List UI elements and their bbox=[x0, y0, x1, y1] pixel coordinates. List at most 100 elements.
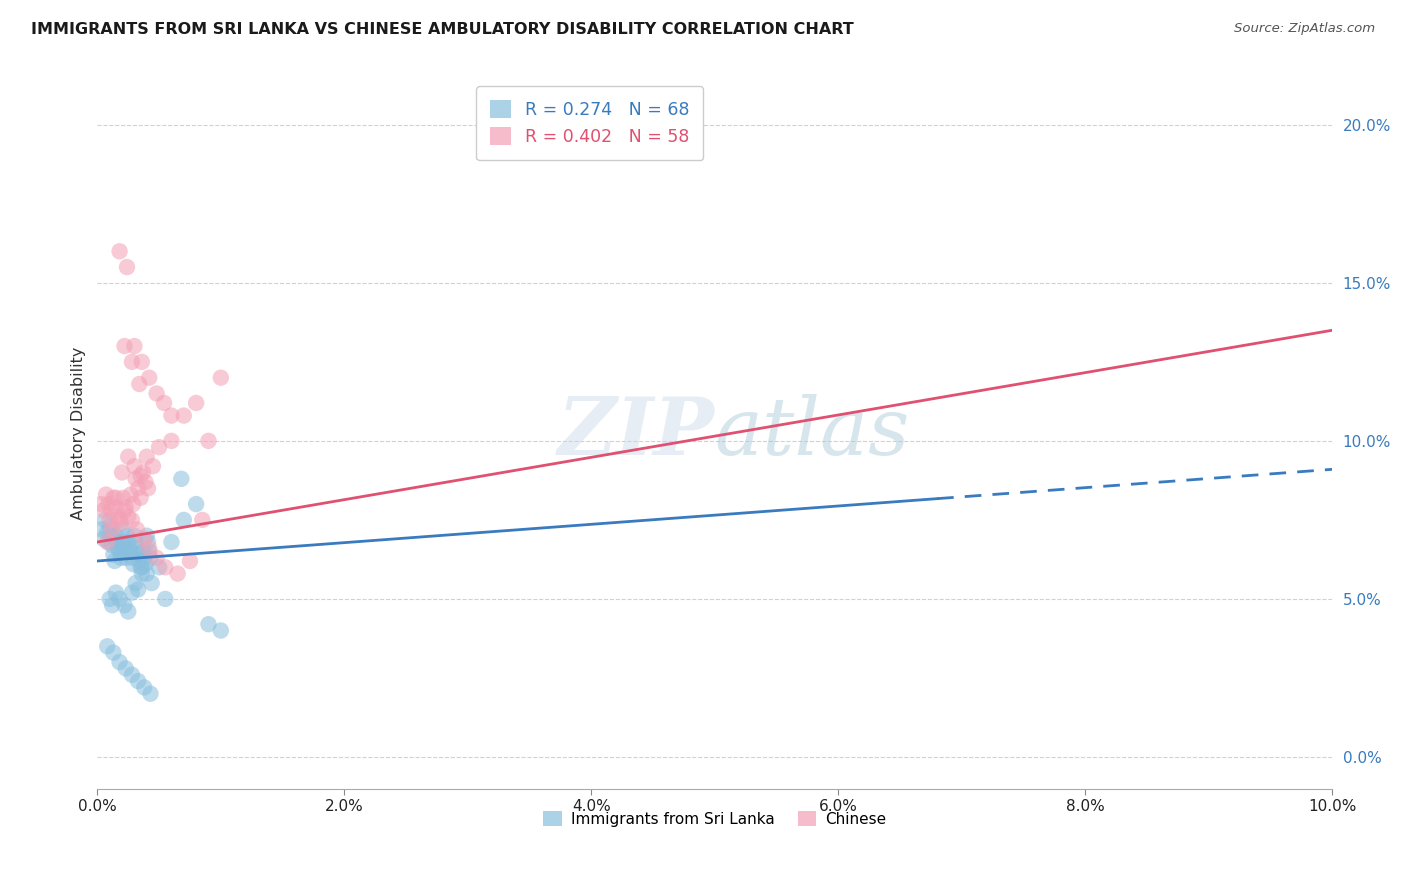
Point bbox=[129, 468, 152, 483]
Point bbox=[108, 244, 131, 259]
Point bbox=[166, 566, 188, 581]
Point bbox=[100, 503, 122, 517]
Point bbox=[131, 560, 153, 574]
Point bbox=[114, 500, 136, 515]
Point bbox=[124, 472, 146, 486]
Point bbox=[134, 681, 156, 695]
Point bbox=[108, 544, 131, 558]
Point bbox=[103, 548, 125, 562]
Point bbox=[121, 513, 143, 527]
Point bbox=[155, 560, 177, 574]
Point bbox=[127, 481, 149, 495]
Point bbox=[104, 554, 127, 568]
Point bbox=[114, 339, 136, 353]
Point bbox=[127, 582, 149, 597]
Point bbox=[124, 529, 146, 543]
Point bbox=[209, 370, 232, 384]
Point bbox=[90, 522, 112, 536]
Point bbox=[93, 503, 115, 517]
Point bbox=[122, 497, 145, 511]
Point bbox=[93, 532, 115, 546]
Point bbox=[101, 522, 124, 536]
Point bbox=[160, 434, 183, 448]
Point bbox=[112, 491, 135, 505]
Point bbox=[139, 687, 162, 701]
Point bbox=[142, 459, 165, 474]
Point bbox=[117, 535, 139, 549]
Point bbox=[96, 535, 118, 549]
Point bbox=[114, 661, 136, 675]
Point bbox=[160, 409, 183, 423]
Point bbox=[135, 566, 157, 581]
Point bbox=[120, 487, 142, 501]
Point bbox=[104, 500, 127, 515]
Text: atlas: atlas bbox=[714, 394, 910, 472]
Point bbox=[107, 541, 129, 556]
Point bbox=[191, 513, 214, 527]
Point bbox=[121, 355, 143, 369]
Point bbox=[134, 475, 156, 489]
Point bbox=[136, 481, 159, 495]
Point bbox=[114, 599, 136, 613]
Point bbox=[100, 529, 122, 543]
Point bbox=[145, 550, 167, 565]
Point bbox=[101, 538, 124, 552]
Point bbox=[186, 497, 208, 511]
Point bbox=[94, 513, 117, 527]
Point bbox=[124, 576, 146, 591]
Point bbox=[108, 655, 131, 669]
Point bbox=[197, 617, 219, 632]
Y-axis label: Ambulatory Disability: Ambulatory Disability bbox=[72, 346, 86, 520]
Point bbox=[136, 535, 159, 549]
Point bbox=[173, 513, 195, 527]
Point bbox=[107, 509, 129, 524]
Point bbox=[132, 466, 155, 480]
Point bbox=[134, 532, 156, 546]
Point bbox=[125, 541, 148, 556]
Point bbox=[134, 557, 156, 571]
Point bbox=[121, 550, 143, 565]
Text: ZIP: ZIP bbox=[558, 394, 714, 472]
Point bbox=[186, 396, 208, 410]
Point bbox=[98, 591, 121, 606]
Point bbox=[112, 538, 135, 552]
Point bbox=[124, 459, 146, 474]
Point bbox=[127, 674, 149, 689]
Point bbox=[104, 585, 127, 599]
Point bbox=[138, 544, 160, 558]
Point bbox=[155, 591, 177, 606]
Point bbox=[103, 491, 125, 505]
Point bbox=[96, 525, 118, 540]
Point bbox=[128, 376, 150, 391]
Point bbox=[114, 544, 136, 558]
Point bbox=[110, 550, 132, 565]
Point bbox=[117, 605, 139, 619]
Point bbox=[179, 554, 201, 568]
Point bbox=[98, 513, 121, 527]
Point bbox=[170, 472, 193, 486]
Point bbox=[129, 491, 152, 505]
Point bbox=[97, 535, 120, 549]
Point bbox=[138, 541, 160, 556]
Point bbox=[104, 491, 127, 505]
Point bbox=[131, 566, 153, 581]
Point bbox=[117, 509, 139, 524]
Point bbox=[94, 487, 117, 501]
Point bbox=[135, 450, 157, 464]
Point bbox=[131, 355, 153, 369]
Point bbox=[108, 591, 131, 606]
Text: Source: ZipAtlas.com: Source: ZipAtlas.com bbox=[1234, 22, 1375, 36]
Point bbox=[148, 560, 170, 574]
Point bbox=[97, 497, 120, 511]
Point bbox=[120, 544, 142, 558]
Point bbox=[105, 535, 128, 549]
Point bbox=[111, 522, 134, 536]
Point bbox=[121, 667, 143, 681]
Point bbox=[132, 544, 155, 558]
Point bbox=[103, 646, 125, 660]
Point bbox=[153, 396, 176, 410]
Point bbox=[128, 554, 150, 568]
Point bbox=[115, 529, 138, 543]
Point bbox=[110, 516, 132, 530]
Point bbox=[96, 640, 118, 654]
